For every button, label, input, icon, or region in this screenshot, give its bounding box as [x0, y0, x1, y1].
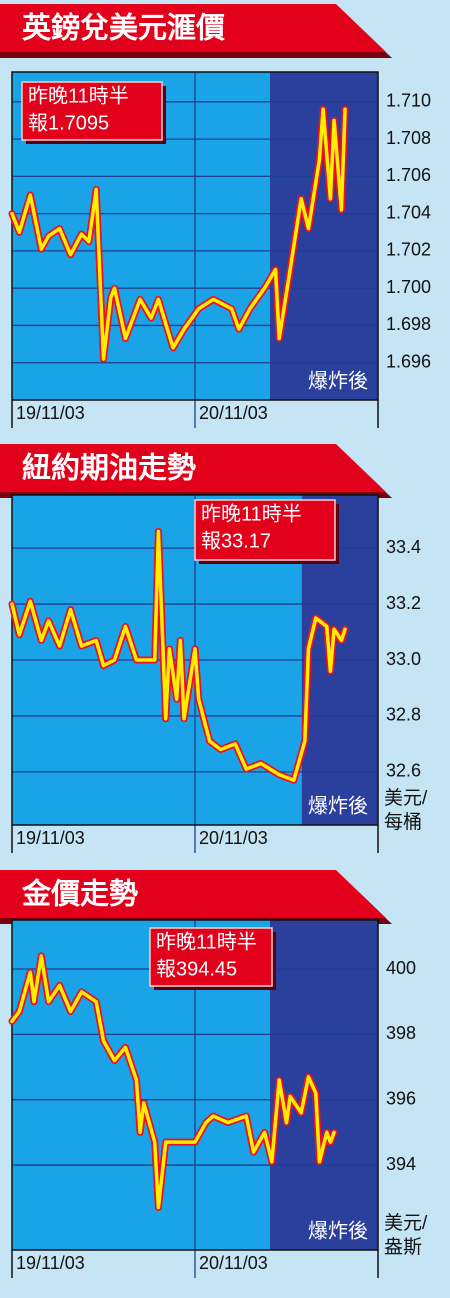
chart-title: 金價走勢: [21, 877, 138, 911]
y-tick-label: 33.4: [386, 537, 421, 557]
highlight-label: 爆炸後: [308, 1219, 368, 1242]
chart-title: 紐約期油走勢: [22, 451, 196, 485]
y-tick-label: 394: [386, 1154, 416, 1174]
annotation-text: 報33.17: [201, 529, 271, 552]
annotation-text: 昨晚11時半: [28, 84, 129, 107]
x-tick-label: 19/11/03: [16, 1253, 85, 1273]
y-tick-label: 1.696: [386, 351, 431, 371]
banner: [0, 444, 386, 492]
annotation-box: [149, 927, 273, 987]
plot-frame: [11, 71, 379, 401]
line: [10, 529, 347, 783]
y-tick-label: 1.702: [386, 240, 431, 260]
x-tick-label: 19/11/03: [16, 828, 85, 848]
banner: [0, 870, 386, 918]
x-tick-label: 19/11/03: [16, 403, 85, 423]
x-tick-label: 20/11/03: [199, 1253, 268, 1273]
annotation-box: [21, 81, 163, 141]
y-tick-label: 1.710: [386, 91, 431, 111]
plot-frame: [11, 919, 379, 1251]
annotation-box: [194, 499, 336, 561]
highlight-label: 爆炸後: [308, 794, 368, 817]
x-tick-label: 20/11/03: [199, 828, 268, 848]
y-unit: 盎斯: [384, 1236, 422, 1258]
y-tick-label: 1.704: [386, 202, 431, 222]
y-unit: 美元/: [384, 787, 428, 809]
y-tick-label: 396: [386, 1088, 416, 1108]
highlight-region: [270, 920, 378, 1250]
line: [10, 954, 336, 1210]
plot-frame: [11, 494, 379, 826]
annotation-text: 昨晚11時半: [156, 930, 257, 953]
y-tick-label: 32.6: [386, 761, 421, 781]
annotation-text: 昨晚11時半: [201, 502, 302, 525]
line: [10, 107, 347, 361]
banner: [0, 4, 386, 52]
y-tick-label: 1.706: [386, 165, 431, 185]
y-tick-label: 1.708: [386, 128, 431, 148]
y-tick-label: 400: [386, 958, 416, 978]
y-tick-label: 398: [386, 1023, 416, 1043]
annotation-text: 報1.7095: [28, 111, 109, 134]
y-tick-label: 1.698: [386, 314, 431, 334]
y-tick-label: 33.0: [386, 649, 421, 669]
y-tick-label: 32.8: [386, 705, 421, 725]
y-tick-label: 1.700: [386, 277, 431, 297]
chart-title: 英鎊兌美元滙價: [22, 11, 226, 45]
y-unit: 美元/: [384, 1212, 428, 1234]
x-tick-label: 20/11/03: [199, 403, 268, 423]
y-tick-label: 33.2: [386, 593, 421, 613]
y-unit: 每桶: [384, 811, 422, 833]
highlight-label: 爆炸後: [308, 369, 368, 392]
annotation-text: 報394.45: [156, 957, 237, 980]
